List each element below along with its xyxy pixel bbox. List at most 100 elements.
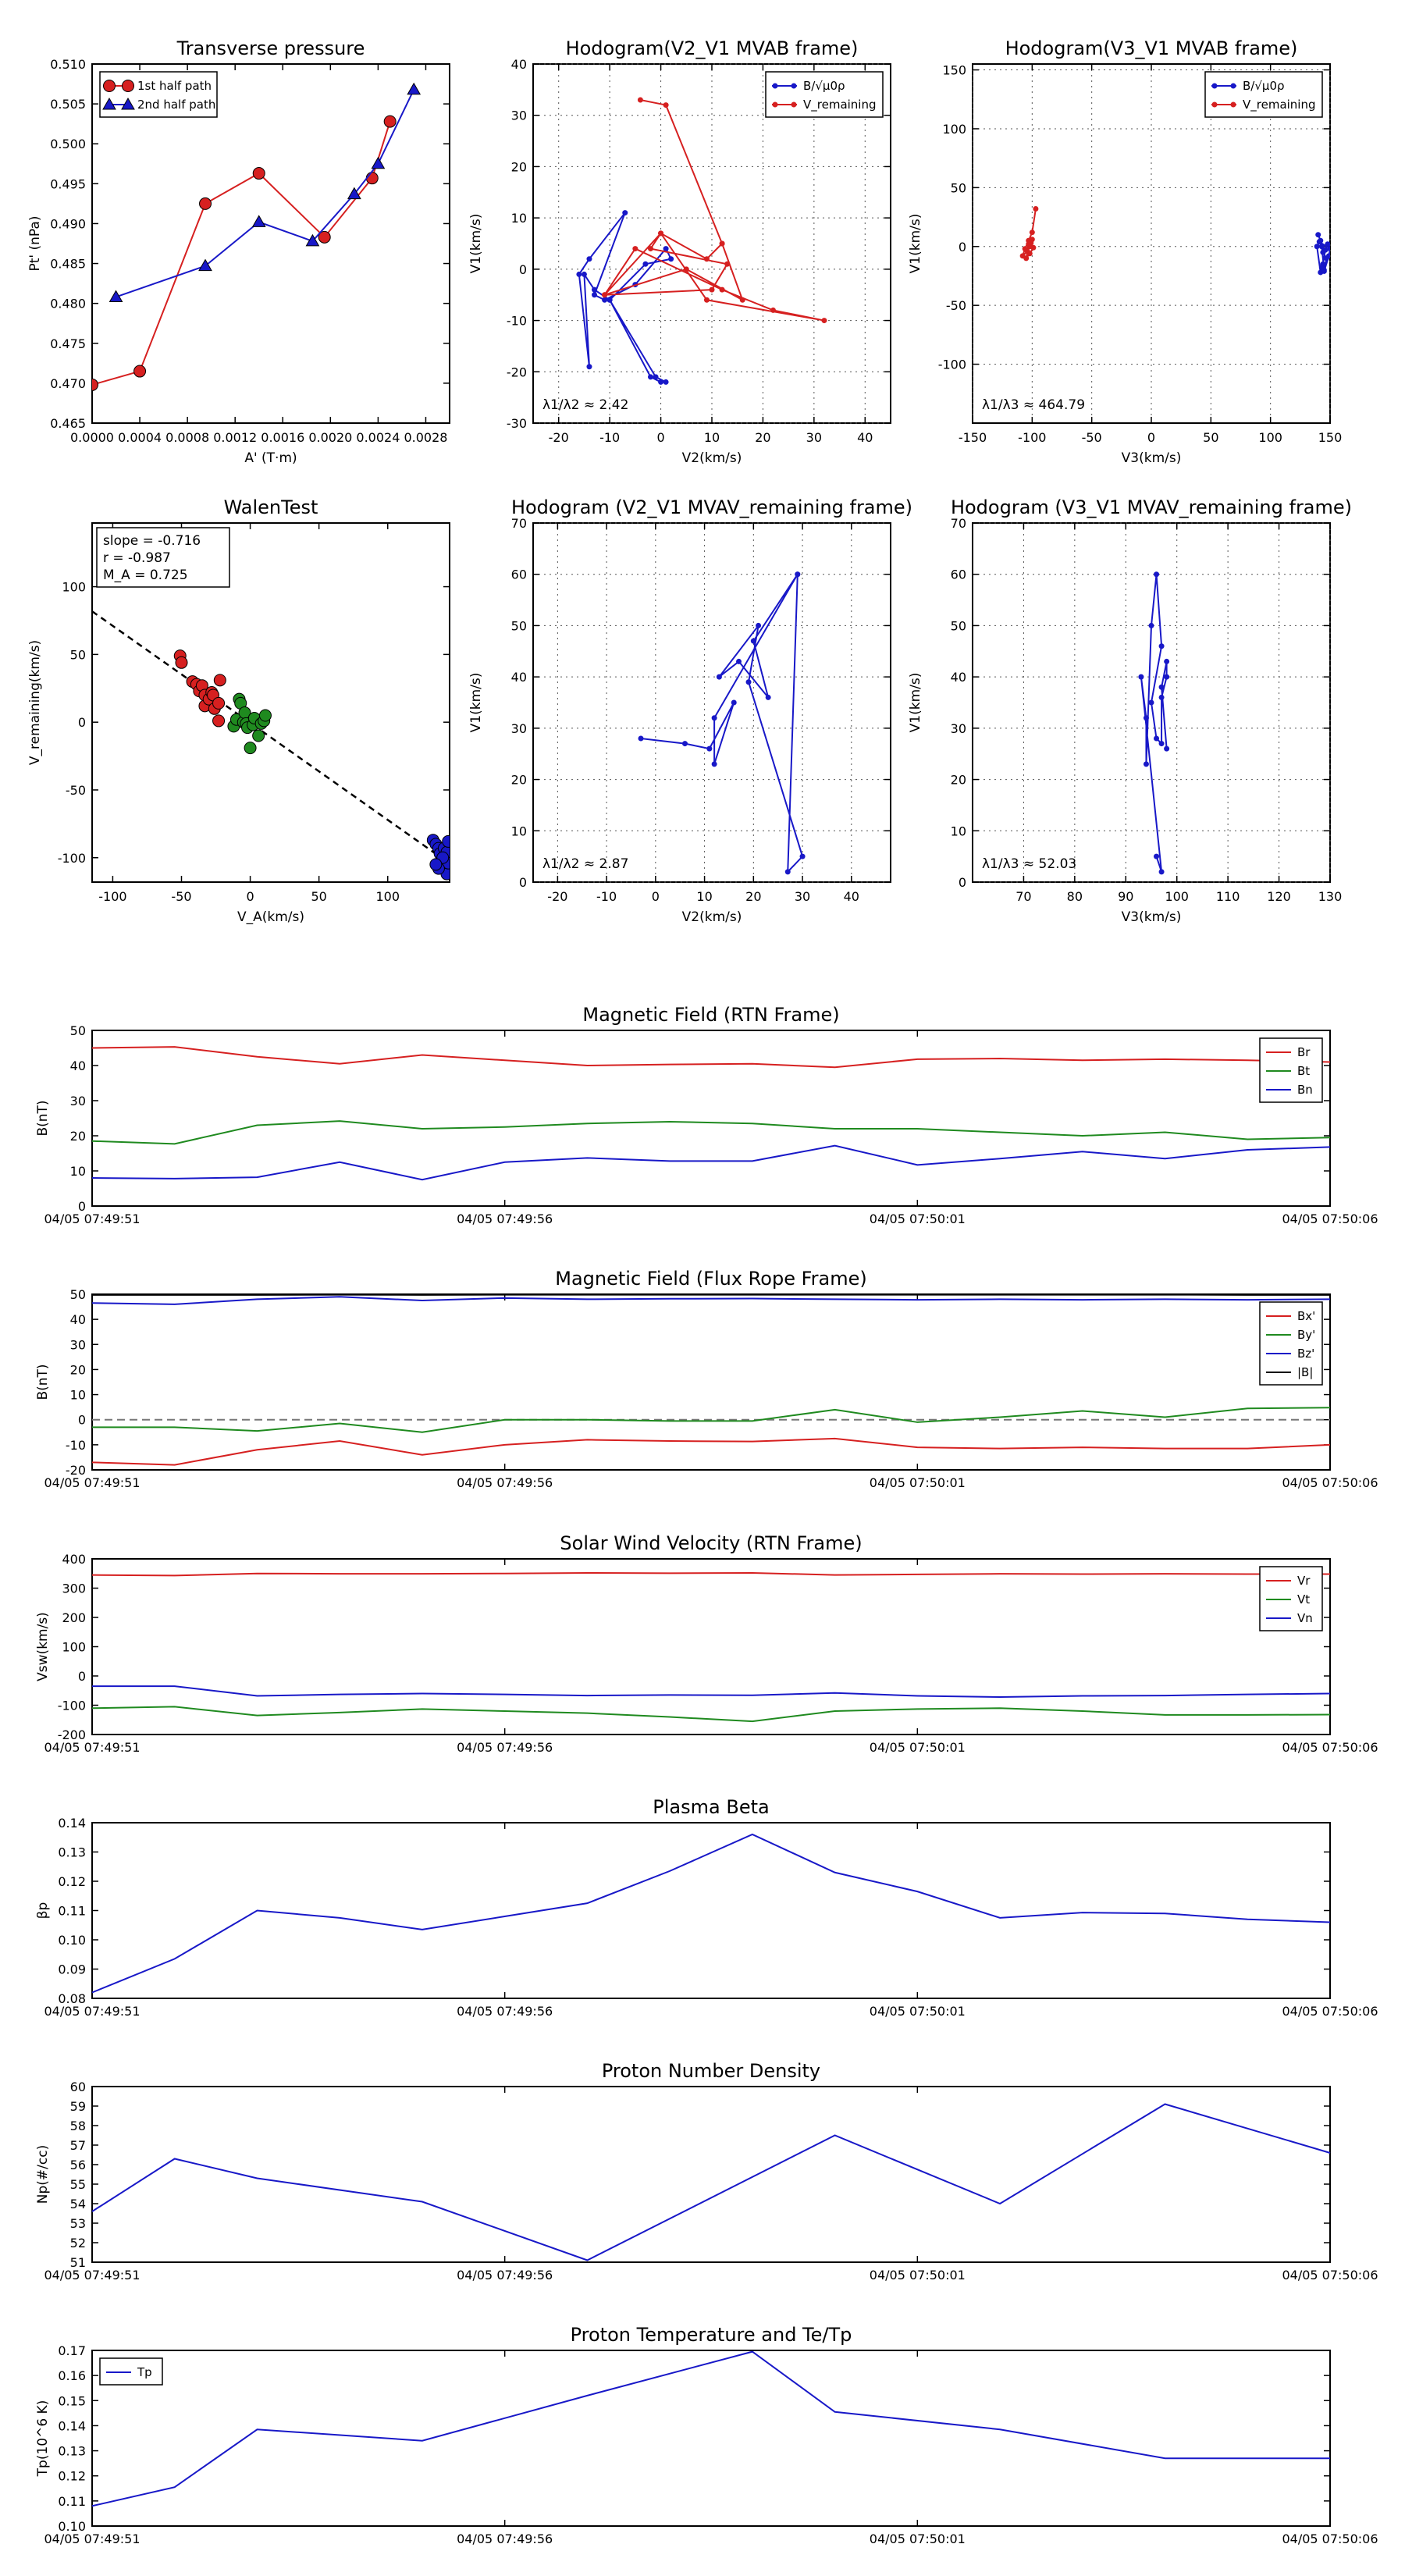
data-point — [1314, 244, 1320, 250]
data-point — [1029, 237, 1035, 243]
data-point — [1154, 571, 1160, 578]
y-tick-label: 0.17 — [58, 2343, 86, 2358]
data-point — [212, 696, 226, 710]
chart-p5: Hodogram (V2_V1 MVAV_remaining frame) 0 10… — [468, 496, 912, 925]
y-tick-label: 300 — [62, 1582, 86, 1596]
plot-frame — [972, 522, 1331, 883]
legend-marker — [1230, 83, 1236, 89]
chart-title: Magnetic Field (Flux Rope Frame) — [555, 1268, 866, 1290]
data-point — [92, 378, 98, 391]
y-tick-label: -10 — [66, 1438, 86, 1453]
y-tick-label: 53 — [70, 2216, 86, 2231]
series-line-Vr — [91, 1571, 1330, 1577]
y-tick-label: 70 — [511, 516, 527, 531]
data-point — [1154, 735, 1160, 742]
y-tick-label: 30 — [511, 109, 527, 123]
y-tick-label: 200 — [62, 1610, 86, 1625]
series-line — [1140, 574, 1168, 873]
x-tick-label: -20 — [547, 889, 567, 904]
data-point — [668, 256, 674, 262]
data-point — [581, 271, 587, 277]
data-point — [653, 374, 659, 380]
plot-frame — [91, 2086, 1331, 2263]
data-point — [663, 246, 669, 252]
y-tick-label: 10 — [70, 1388, 86, 1403]
x-tick-label: 150 — [1318, 430, 1343, 445]
legend-label: Tp — [137, 2365, 152, 2379]
y-tick-label: -20 — [507, 365, 527, 379]
plot-area — [576, 97, 827, 385]
y-tick-label: -100 — [58, 851, 86, 866]
data-point — [765, 694, 771, 700]
x-tick-label: 120 — [1267, 889, 1291, 904]
data-point — [407, 82, 422, 95]
data-point — [799, 853, 806, 859]
x-tick-label: 20 — [745, 889, 761, 904]
x-tick-label: 04/05 07:50:01 — [870, 2532, 966, 2546]
chart-title: Hodogram (V2_V1 MVAV_remaining frame) — [511, 496, 912, 518]
series-line-Br — [91, 1046, 1331, 1069]
chart-p6: Hodogram (V3_V1 MVAV_remaining frame) 0 10… — [908, 496, 1352, 925]
y-tick-label: 100 — [942, 122, 966, 137]
series-line-Bt — [91, 1120, 1331, 1145]
y-tick-label: 0.09 — [58, 1962, 86, 1977]
y-axis-label: V1(km/s) — [908, 214, 923, 274]
x-tick-label: -20 — [549, 430, 569, 445]
data-point — [592, 286, 598, 293]
legend-label: Bz' — [1297, 1347, 1314, 1361]
data-point — [1322, 247, 1329, 253]
data-point — [442, 834, 450, 848]
y-tick-label: 10 — [511, 824, 527, 838]
data-point — [647, 246, 653, 252]
x-tick-label: 90 — [1118, 889, 1133, 904]
legend-marker — [772, 83, 778, 89]
y-tick-label: 40 — [951, 670, 966, 685]
x-tick-label: 04/05 07:50:06 — [1282, 1212, 1378, 1226]
y-tick-label: 20 — [951, 773, 966, 788]
x-tick-label: 0 — [1147, 430, 1155, 445]
data-point — [212, 714, 226, 728]
legend-marker — [1211, 83, 1218, 89]
series-line — [92, 121, 391, 386]
data-point — [602, 292, 608, 298]
data-point — [258, 709, 272, 722]
y-axis-label: Vsw(km/s) — [35, 1612, 51, 1681]
y-tick-label: 0.505 — [50, 97, 86, 112]
y-tick-label: 50 — [511, 618, 527, 633]
data-point — [1158, 643, 1165, 649]
data-point — [602, 297, 608, 303]
x-tick-label: 0.0008 — [165, 430, 209, 445]
y-tick-label: 0 — [519, 875, 527, 890]
y-tick-label: 400 — [62, 1552, 86, 1567]
data-point — [576, 271, 582, 277]
x-axis-label: V2(km/s) — [682, 909, 742, 925]
y-tick-label: 56 — [70, 2158, 86, 2172]
plot-frame — [91, 63, 450, 424]
plot-area — [1138, 571, 1170, 875]
x-tick-label: 04/05 07:49:56 — [457, 1475, 553, 1490]
chart-title: Hodogram(V3_V1 MVAB frame) — [1005, 37, 1298, 59]
y-tick-label: 0.08 — [58, 1991, 86, 2006]
y-tick-label: 40 — [511, 57, 527, 72]
y-tick-label: 0.11 — [58, 2494, 86, 2509]
y-tick-label: 0.470 — [50, 376, 86, 391]
y-tick-label: 0 — [959, 875, 966, 890]
x-tick-label: 04/05 07:50:01 — [870, 1212, 966, 1226]
legend-label: B/√μ0ρ — [803, 79, 845, 93]
data-point — [750, 638, 756, 644]
plot-frame — [91, 1030, 1331, 1207]
chart-title: Hodogram(V2_V1 MVAB frame) — [566, 37, 859, 59]
data-point — [756, 622, 762, 628]
data-point — [365, 172, 379, 185]
y-tick-label: 10 — [70, 1164, 86, 1179]
x-tick-label: 04/05 07:49:51 — [44, 1212, 140, 1226]
legend-label: V_remaining — [1243, 98, 1316, 112]
x-tick-label: -50 — [171, 889, 191, 904]
y-axis-label: Pt' (nPa) — [27, 216, 43, 272]
x-tick-label: 0.0012 — [213, 430, 257, 445]
y-tick-label: 50 — [70, 647, 86, 662]
y-tick-label: 59 — [70, 2099, 86, 2114]
x-tick-label: -150 — [959, 430, 987, 445]
series-line — [603, 99, 825, 322]
data-point — [1143, 761, 1149, 767]
